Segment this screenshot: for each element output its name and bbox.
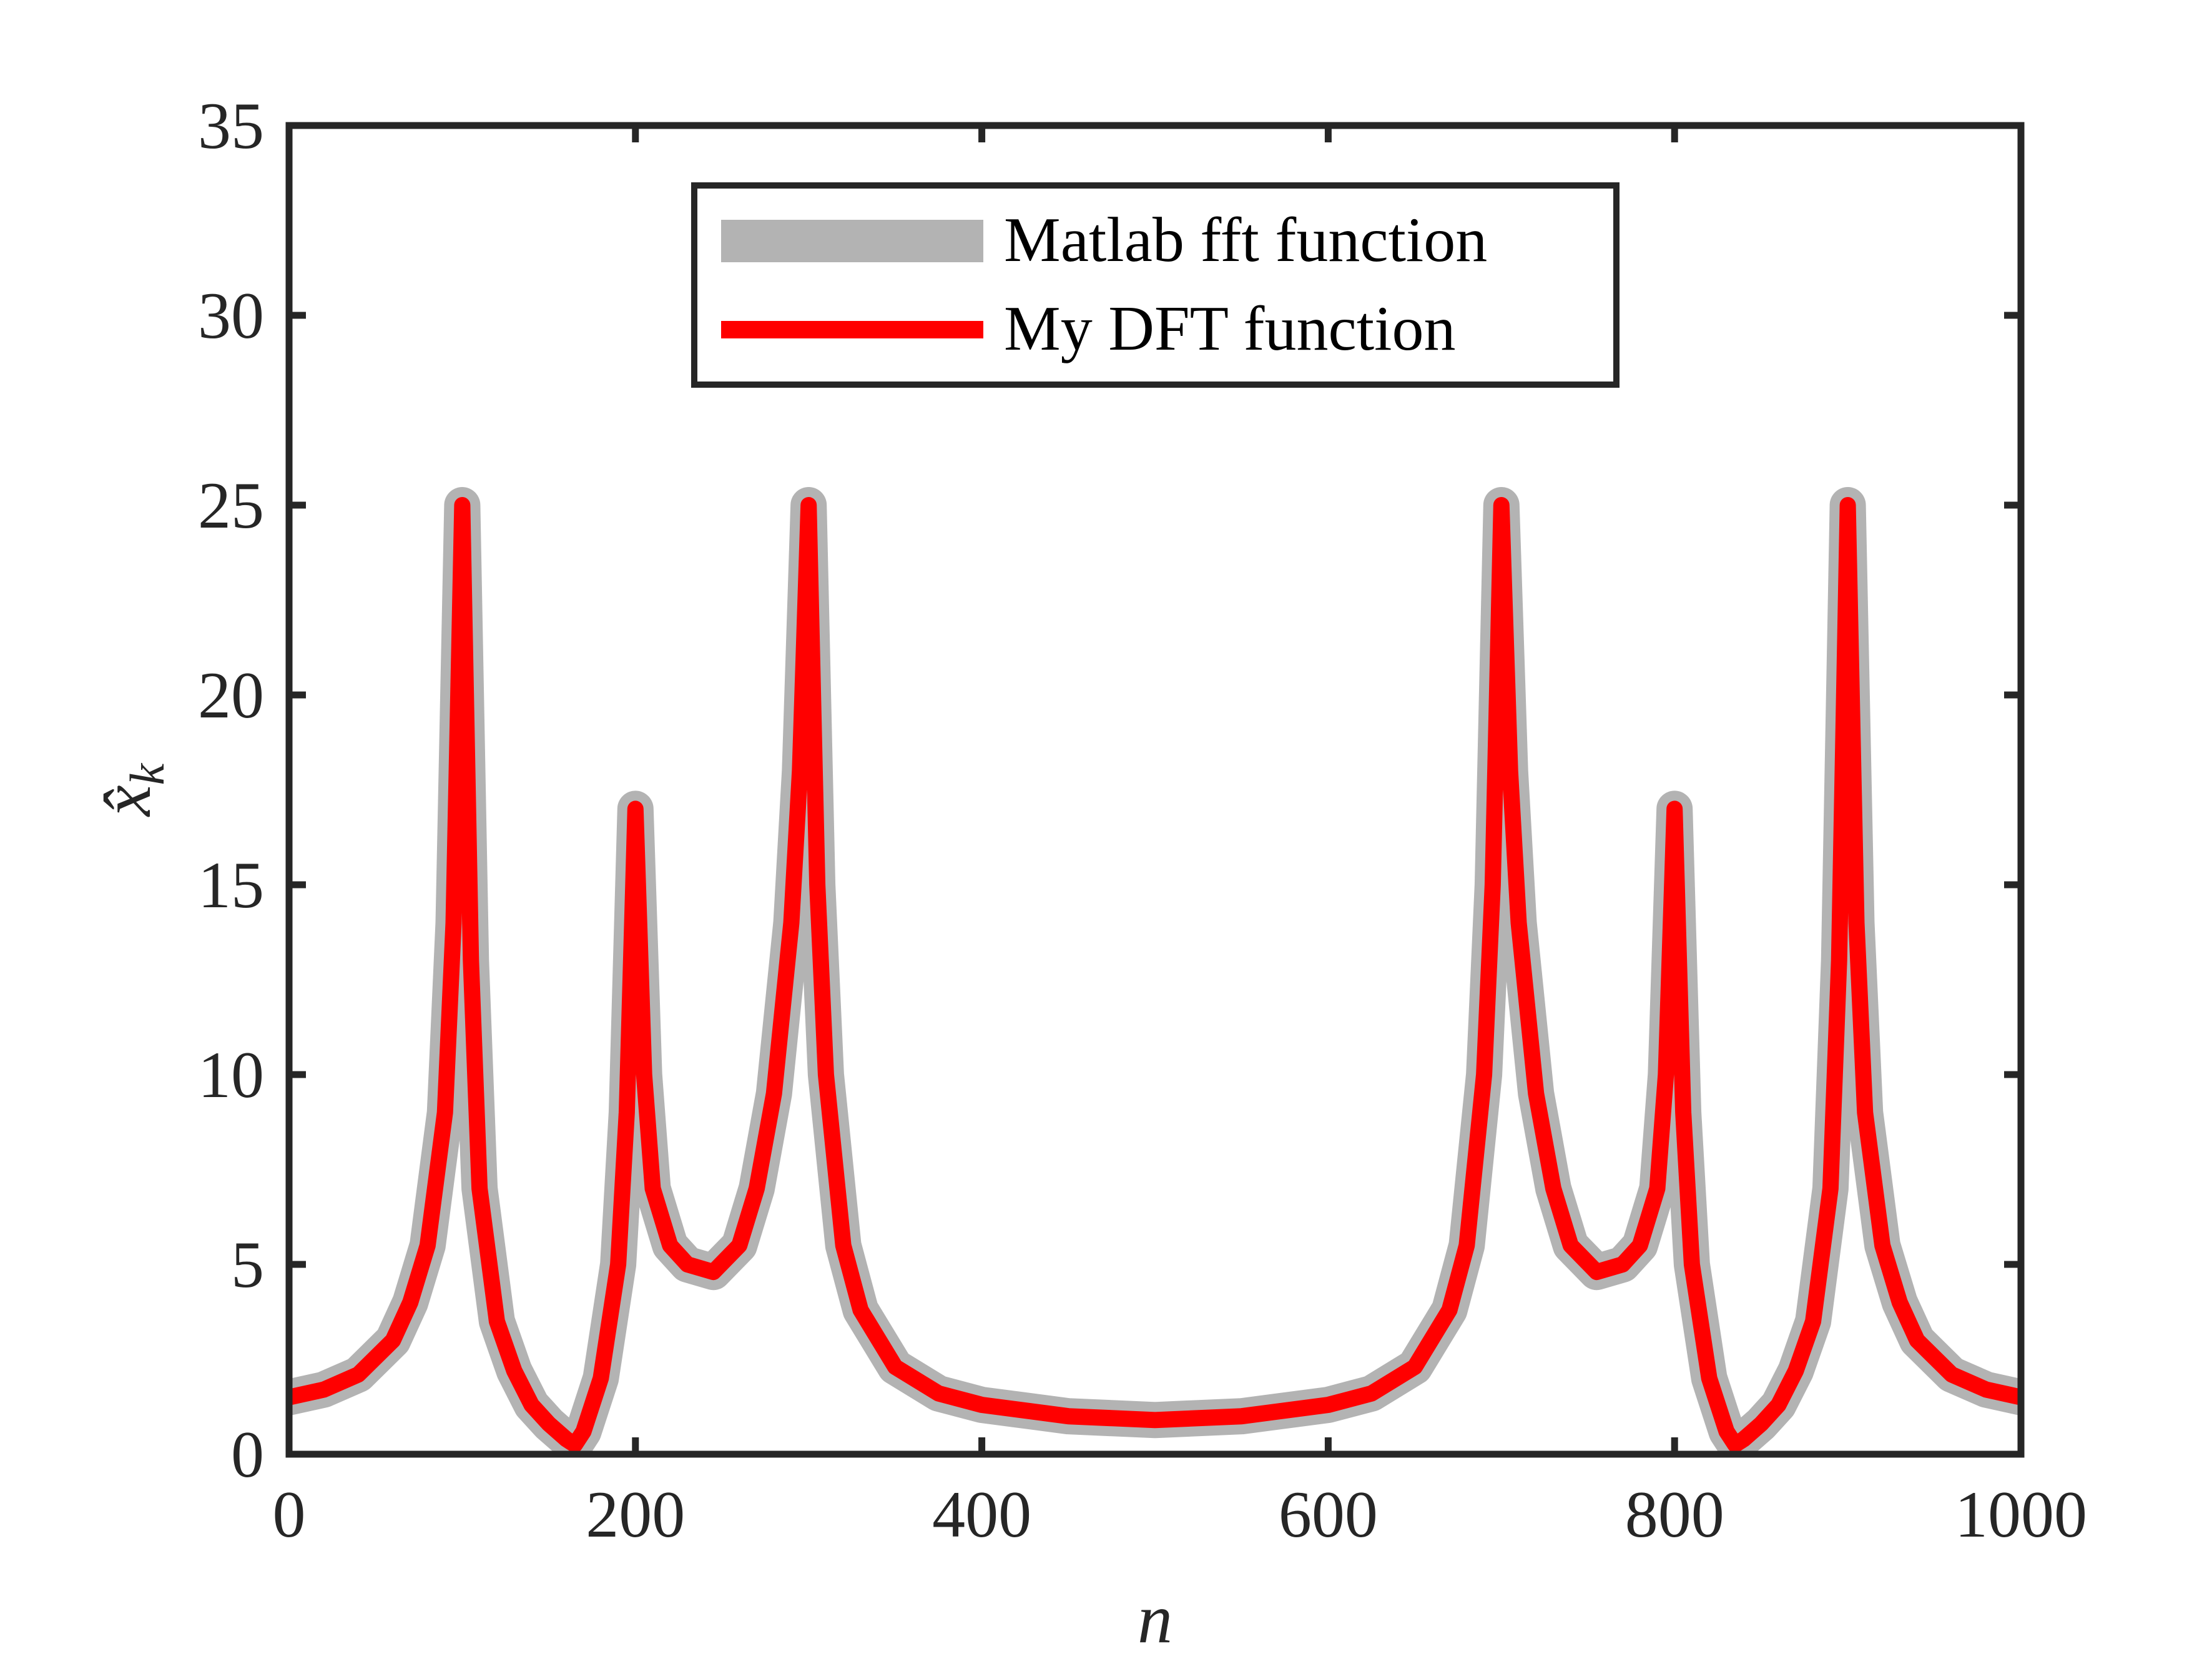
y-tick-label: 25: [198, 469, 264, 542]
x-tick-label: 0: [273, 1478, 306, 1551]
axes-layer: 0 200 400 600 800 1000 0 5 10 15 20 25 30 35: [198, 89, 2087, 1551]
y-axis-label-base: x̂: [88, 785, 165, 817]
legend: Matlab fft function My DFT function: [691, 182, 1620, 388]
legend-label-fft: Matlab fft function: [1004, 205, 1487, 275]
legend-label-dft: My DFT function: [1004, 293, 1455, 364]
y-tick-label: 0: [231, 1418, 264, 1491]
series-line-matlab-fft: [289, 487, 2021, 1454]
y-tick-label: 5: [231, 1228, 264, 1301]
x-tick-label: 400: [932, 1478, 1031, 1551]
x-tick-label: 600: [1279, 1478, 1378, 1551]
x-axis-label: n: [1138, 1580, 1172, 1658]
series-line-my-dft: [289, 497, 2021, 1453]
y-axis-label: x̂k: [88, 762, 174, 817]
y-tick-label: 20: [198, 659, 264, 732]
y-tick-label: 35: [198, 89, 264, 162]
x-tick-label: 1000: [1955, 1478, 2087, 1551]
x-tick-label: 200: [586, 1478, 685, 1551]
legend-box: [691, 182, 1620, 388]
y-tick-label: 30: [198, 279, 264, 352]
y-tick-label: 10: [198, 1038, 264, 1111]
axes-box: [285, 122, 2025, 1458]
series-layer: [289, 487, 2021, 1454]
x-tick-label: 800: [1625, 1478, 1724, 1551]
y-tick-label: 15: [198, 849, 264, 922]
y-axis-label-sub: k: [120, 762, 174, 785]
